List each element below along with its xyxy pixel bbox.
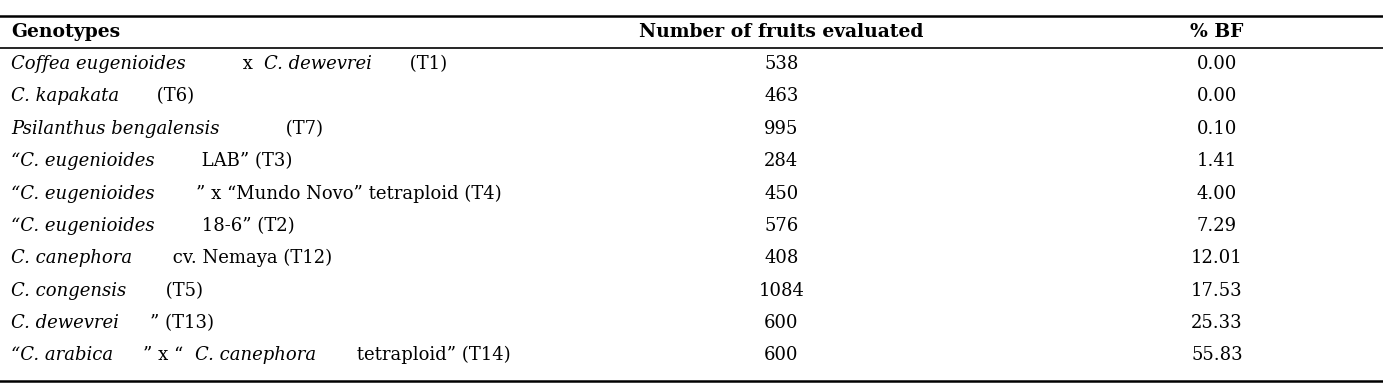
Text: 55.83: 55.83 — [1191, 346, 1243, 364]
Text: 0.10: 0.10 — [1196, 120, 1238, 138]
Text: ” x “Mundo Novo” tetraploid (T4): ” x “Mundo Novo” tetraploid (T4) — [196, 184, 502, 203]
Text: Genotypes: Genotypes — [11, 23, 120, 41]
Text: x: x — [236, 55, 259, 73]
Text: 284: 284 — [765, 152, 798, 170]
Text: 17.53: 17.53 — [1191, 282, 1243, 300]
Text: 18-6” (T2): 18-6” (T2) — [196, 217, 295, 235]
Text: 0.00: 0.00 — [1196, 88, 1238, 105]
Text: 0.00: 0.00 — [1196, 55, 1238, 73]
Text: tetraploid” (T14): tetraploid” (T14) — [351, 346, 510, 364]
Text: “C. eugenioides: “C. eugenioides — [11, 184, 155, 203]
Text: “C. eugenioides: “C. eugenioides — [11, 217, 155, 235]
Text: C. canephora: C. canephora — [11, 249, 133, 267]
Text: 25.33: 25.33 — [1191, 314, 1243, 332]
Text: “C. eugenioides: “C. eugenioides — [11, 152, 155, 170]
Text: C. dewevrei: C. dewevrei — [264, 55, 372, 73]
Text: (T1): (T1) — [404, 55, 447, 73]
Text: “C. arabica: “C. arabica — [11, 346, 113, 364]
Text: 600: 600 — [765, 314, 798, 332]
Text: 12.01: 12.01 — [1191, 249, 1243, 267]
Text: 4.00: 4.00 — [1196, 184, 1238, 203]
Text: ” x “: ” x “ — [142, 346, 183, 364]
Text: 1.41: 1.41 — [1196, 152, 1238, 170]
Text: 1084: 1084 — [758, 282, 805, 300]
Text: cv. Nemaya (T12): cv. Nemaya (T12) — [167, 249, 332, 267]
Text: C. kapakata: C. kapakata — [11, 88, 119, 105]
Text: C. canephora: C. canephora — [195, 346, 315, 364]
Text: 408: 408 — [765, 249, 798, 267]
Text: Number of fruits evaluated: Number of fruits evaluated — [639, 23, 924, 41]
Text: % BF: % BF — [1191, 23, 1243, 41]
Text: 600: 600 — [765, 346, 798, 364]
Text: C. dewevrei: C. dewevrei — [11, 314, 119, 332]
Text: 463: 463 — [765, 88, 798, 105]
Text: 995: 995 — [765, 120, 798, 138]
Text: 450: 450 — [765, 184, 798, 203]
Text: Coffea eugenioides: Coffea eugenioides — [11, 55, 185, 73]
Text: (T7): (T7) — [281, 120, 324, 138]
Text: Psilanthus bengalensis: Psilanthus bengalensis — [11, 120, 220, 138]
Text: (T6): (T6) — [151, 88, 194, 105]
Text: C. congensis: C. congensis — [11, 282, 126, 300]
Text: 576: 576 — [765, 217, 798, 235]
Text: LAB” (T3): LAB” (T3) — [196, 152, 293, 170]
Text: (T5): (T5) — [160, 282, 203, 300]
Text: 538: 538 — [765, 55, 798, 73]
Text: 7.29: 7.29 — [1196, 217, 1238, 235]
Text: ” (T13): ” (T13) — [151, 314, 214, 332]
